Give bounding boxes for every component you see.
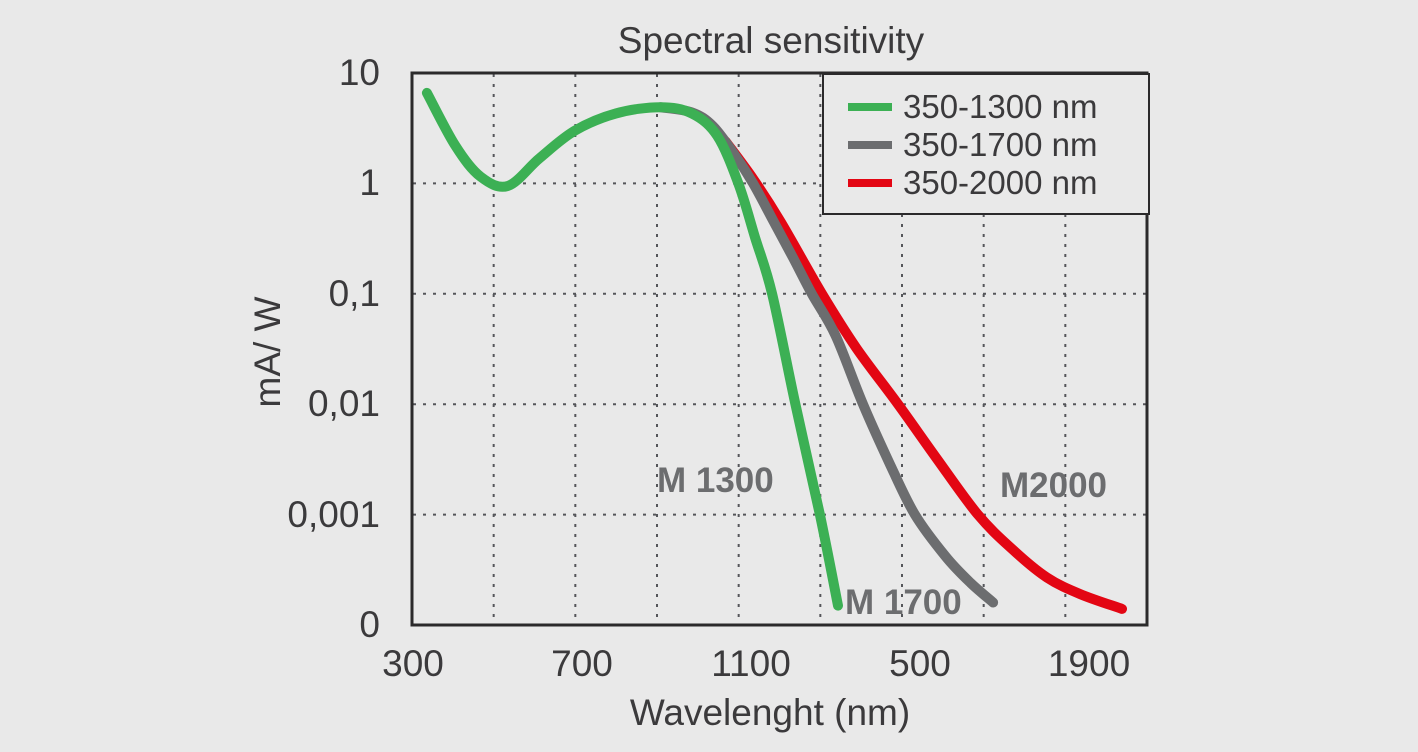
legend-swatch-gray (848, 141, 892, 149)
y-tick-label: 1 (359, 162, 380, 203)
legend-item: 350-1300 nm (848, 88, 1148, 126)
legend-label: 350-1700 nm (903, 126, 1098, 163)
x-tick-label: 500 (889, 643, 951, 684)
legend-item: 350-2000 nm (848, 164, 1148, 202)
x-tick-label: 1900 (1047, 643, 1131, 684)
x-axis-title: Wavelenght (nm) (629, 692, 911, 733)
annotation-m1700: M 1700 (845, 583, 962, 622)
x-tick-label: 300 (382, 643, 444, 684)
series-curve-350-2000nm (720, 136, 1127, 614)
y-tick-label: 0,001 (287, 494, 380, 535)
series-curve-350-1300nm (421, 87, 843, 611)
annotation-m2000: M2000 (1000, 466, 1108, 505)
legend-item: 350-1700 nm (848, 126, 1148, 164)
plot-border (410, 71, 1149, 627)
y-tick-label: 0,1 (328, 273, 380, 314)
y-tick-label: 0,01 (307, 383, 380, 424)
legend-swatch-red (848, 179, 892, 187)
x-tick-label: 1100 (711, 643, 791, 684)
legend-label: 350-1300 nm (903, 88, 1098, 125)
legend-label: 350-2000 nm (903, 164, 1098, 201)
legend-swatch-green (848, 103, 892, 111)
x-tick-label: 700 (551, 643, 613, 684)
curves (421, 87, 1127, 614)
annotation-m1300: M 1300 (657, 461, 774, 500)
y-tick-label: 10 (338, 52, 380, 93)
legend: 350-1300 nm 350-1700 nm 350-2000 nm (822, 73, 1150, 215)
y-tick-label: 0 (359, 604, 380, 645)
y-axis-title-text: mA/ W (247, 296, 288, 408)
chart-title: Spectral sensitivity (617, 20, 925, 61)
